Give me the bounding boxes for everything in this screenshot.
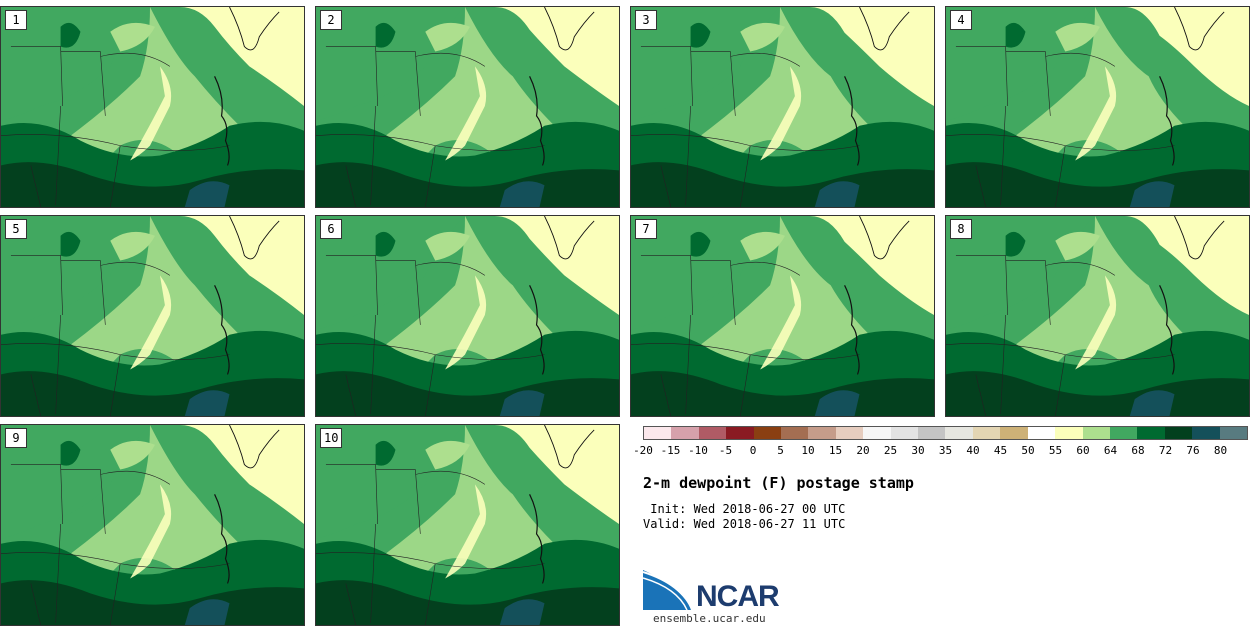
map-panel: 7: [630, 215, 935, 417]
panel-label: 8: [950, 219, 972, 239]
panel-label: 10: [320, 428, 343, 448]
colorbar-swatch: [1219, 427, 1247, 439]
colorbar-tick-label: 60: [1076, 444, 1090, 457]
colorbar-tick-label: 35: [938, 444, 953, 457]
panel-label: 9: [5, 428, 27, 448]
dewpoint-map: [316, 425, 619, 625]
ncar-logo-text: NCAR: [696, 580, 780, 613]
panel-label: 1: [5, 10, 27, 30]
colorbar-tick-label: -20: [633, 444, 653, 457]
colorbar-tick-label: -5: [718, 444, 733, 457]
dewpoint-map: [631, 7, 934, 207]
colorbar-tick-label: -15: [660, 444, 681, 457]
dewpoint-map: [316, 216, 619, 416]
dewpoint-map: [946, 7, 1249, 207]
colorbar-swatch: [945, 427, 973, 439]
plot-title: 2-m dewpoint (F) postage stamp: [643, 474, 914, 492]
valid-time: Valid: Wed 2018-06-27 11 UTC: [643, 517, 846, 531]
colorbar-swatch: [972, 427, 1001, 439]
colorbar-swatch: [890, 427, 919, 439]
colorbar-tick-label: 20: [856, 444, 870, 457]
panel-label: 4: [950, 10, 972, 30]
colorbar-swatch: [918, 427, 946, 439]
map-panel: 2: [315, 6, 620, 208]
map-panel: 9: [0, 424, 305, 626]
colorbar-swatch: [1164, 427, 1193, 439]
map-panel: 5: [0, 215, 305, 417]
colorbar-tick-label: 50: [1021, 444, 1035, 457]
dewpoint-map: [316, 7, 619, 207]
map-panel: 10: [315, 424, 620, 626]
panel-label: 7: [635, 219, 657, 239]
colorbar-swatch: [644, 427, 672, 439]
map-panel: 1: [0, 6, 305, 208]
colorbar-tick-label: 45: [993, 444, 1008, 457]
map-panel: 6: [315, 215, 620, 417]
colorbar-swatch: [835, 427, 864, 439]
colorbar-tick-label: 55: [1048, 444, 1063, 457]
colorbar-swatch: [726, 427, 754, 439]
colorbar-tick-label: 68: [1131, 444, 1145, 457]
colorbar-swatch: [753, 427, 782, 439]
colorbar-swatch: [1000, 427, 1028, 439]
panel-label: 3: [635, 10, 657, 30]
colorbar-swatch: [1027, 427, 1056, 439]
colorbar-tick-label: 15: [828, 444, 843, 457]
colorbar-tick-label: 5: [777, 444, 784, 457]
map-panel: 8: [945, 215, 1250, 417]
colorbar-swatch: [1137, 427, 1165, 439]
colorbar-tick-label: 64: [1103, 444, 1118, 457]
dewpoint-map: [946, 216, 1249, 416]
dewpoint-map: [631, 216, 934, 416]
colorbar-ticks: -20 -15 -10 -5 0 5 10 15 20 25 30 35 40 45 50 55 60 64 68 7…: [633, 444, 1248, 458]
colorbar-swatch: [808, 427, 836, 439]
colorbar-swatch: [1055, 427, 1083, 439]
panel-label: 6: [320, 219, 342, 239]
colorbar: [643, 426, 1248, 440]
colorbar-tick-label: 72: [1158, 444, 1173, 457]
dewpoint-map: [1, 216, 304, 416]
init-time: Init: Wed 2018-06-27 00 UTC: [643, 502, 846, 516]
map-panel: 3: [630, 6, 935, 208]
dewpoint-map: [1, 425, 304, 625]
colorbar-swatch: [1192, 427, 1220, 439]
colorbar-tick-label: 30: [911, 444, 925, 457]
colorbar-swatch: [1082, 427, 1110, 439]
panel-label: 5: [5, 219, 27, 239]
colorbar-tick-label: 40: [966, 444, 980, 457]
ncar-logo-icon: [643, 570, 694, 611]
colorbar-swatch: [863, 427, 891, 439]
colorbar-tick-label: 10: [801, 444, 815, 457]
logo-url: ensemble.ucar.edu: [653, 612, 766, 625]
dewpoint-map: [1, 7, 304, 207]
colorbar-tick-label: 25: [883, 444, 898, 457]
colorbar-swatch: [671, 427, 699, 439]
colorbar-tick-label: -10: [688, 444, 708, 457]
colorbar-swatch: [781, 427, 809, 439]
colorbar-tick-label: 76: [1186, 444, 1200, 457]
colorbar-tick-label: 0: [749, 444, 757, 457]
colorbar-tick-label: 80: [1213, 444, 1228, 457]
panel-label: 2: [320, 10, 342, 30]
colorbar-swatch: [1109, 427, 1138, 439]
map-panel: 4: [945, 6, 1250, 208]
colorbar-swatch: [698, 427, 727, 439]
